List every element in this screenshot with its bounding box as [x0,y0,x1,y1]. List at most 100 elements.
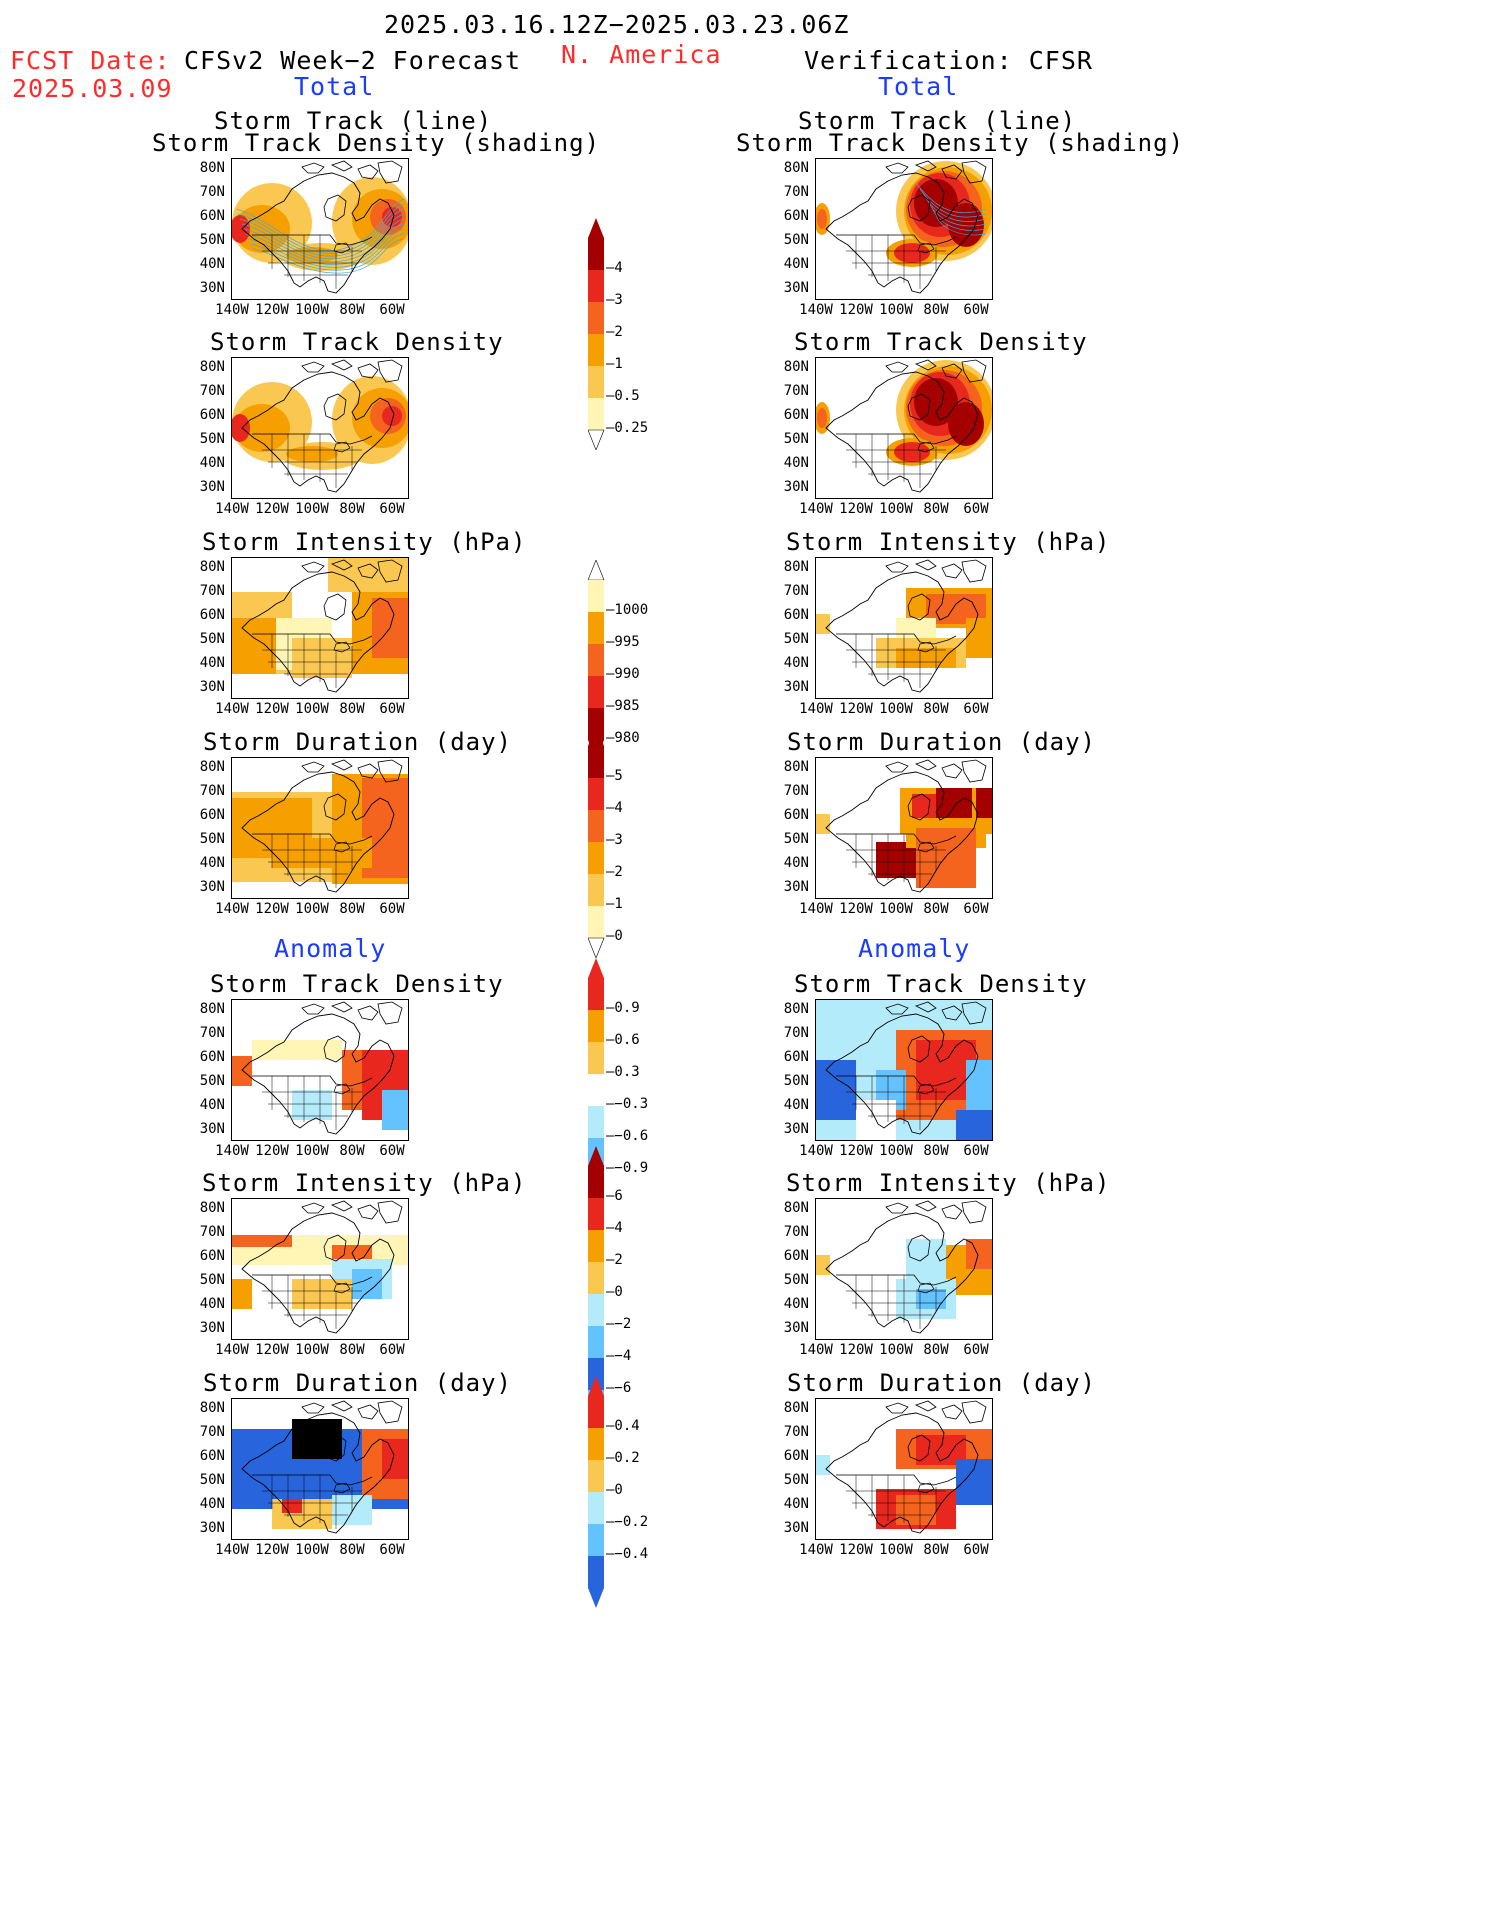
total-section-label-left: Total [294,72,375,101]
colorbar-tick-label: —1 [606,896,623,912]
colorbar-tick-label: —4 [606,260,623,276]
lat-tick-label: 70N [783,1424,809,1440]
lat-tick-label: 40N [199,855,225,871]
lat-tick-label: 70N [199,583,225,599]
panel-title-track-shade-right: Storm Track Density (shading) [736,129,1185,157]
forecast-column-title: CFSv2 Week−2 Forecast [184,46,522,75]
lat-tick-label: 40N [783,655,809,671]
lon-tick-label: 140W [215,901,249,917]
lon-tick-label: 120W [839,302,873,318]
lat-tick-label: 70N [783,1224,809,1240]
lat-tick-label: 80N [783,1400,809,1416]
lat-tick-label: 50N [199,1472,225,1488]
colorbar-tick-label: —2 [606,324,623,340]
lat-tick-label: 50N [783,831,809,847]
lon-tick-label: 100W [879,901,913,917]
colorbar-tick-label: —−0.9 [606,1160,649,1176]
map-duration-anomaly-cfsr [815,1398,993,1540]
lat-tick-label: 30N [783,679,809,695]
anomaly-section-label-right: Anomaly [858,934,971,963]
lat-tick-label: 80N [783,359,809,375]
forecast-period: 2025.03.16.12Z−2025.03.23.06Z [384,10,850,39]
lat-tick-label: 70N [199,1025,225,1041]
lon-tick-label: 140W [799,701,833,717]
lat-tick-label: 30N [783,1121,809,1137]
lat-tick-label: 50N [199,631,225,647]
lat-tick-label: 70N [783,783,809,799]
lat-tick-label: 70N [783,1025,809,1041]
lon-tick-label: 120W [839,1542,873,1558]
lat-tick-label: 60N [783,1248,809,1264]
lon-tick-label: 80W [923,1542,949,1558]
lon-tick-label: 100W [295,1342,329,1358]
lat-tick-label: 40N [199,455,225,471]
lat-tick-label: 80N [199,359,225,375]
colorbar-tick-label: —0.25 [606,420,649,436]
lat-tick-label: 60N [199,607,225,623]
lat-tick-label: 70N [199,383,225,399]
lon-tick-label: 60W [379,701,405,717]
lat-tick-label: 80N [199,160,225,176]
lon-tick-label: 80W [923,901,949,917]
colorbar-tick-label: —0.5 [606,388,640,404]
colorbar-tick-label: —0 [606,1284,623,1300]
lon-tick-label: 80W [339,901,365,917]
lat-tick-label: 80N [199,559,225,575]
lon-tick-label: 60W [379,501,405,517]
lat-tick-label: 70N [199,783,225,799]
lat-tick-label: 80N [783,1200,809,1216]
lon-tick-label: 60W [963,302,989,318]
map-intensity-anomaly-cfsr [815,1198,993,1340]
colorbar-tick-label: —2 [606,1252,623,1268]
lat-tick-label: 80N [783,160,809,176]
colorbar-tick-label: —0.9 [606,1000,640,1016]
lon-tick-label: 100W [295,1143,329,1159]
lat-tick-label: 50N [783,1272,809,1288]
lat-tick-label: 70N [199,1224,225,1240]
colorbar-intensity-total [588,560,605,760]
colorbar-tick-label: —5 [606,768,623,784]
colorbar-tick-label: —−2 [606,1316,632,1332]
panel-title-density-left: Storm Track Density [210,328,504,356]
lat-tick-label: 40N [199,256,225,272]
lat-tick-label: 30N [199,879,225,895]
lon-tick-label: 140W [799,1542,833,1558]
lat-tick-label: 60N [199,1049,225,1065]
lon-tick-label: 140W [799,1342,833,1358]
lat-tick-label: 30N [199,1320,225,1336]
colorbar-tick-label: —6 [606,1188,623,1204]
lat-tick-label: 30N [783,1520,809,1536]
lat-tick-label: 40N [783,1097,809,1113]
lat-tick-label: 70N [783,383,809,399]
lon-tick-label: 120W [839,1143,873,1159]
lon-tick-label: 60W [963,501,989,517]
lon-tick-label: 120W [839,1342,873,1358]
lat-tick-label: 50N [199,1272,225,1288]
lat-tick-label: 70N [783,583,809,599]
lon-tick-label: 60W [963,701,989,717]
colorbar-density-total [588,218,605,450]
colorbar-tick-label: —4 [606,800,623,816]
colorbar-tick-label: —0.2 [606,1450,640,1466]
lat-tick-label: 80N [783,559,809,575]
panel-title-intensity-anom-left: Storm Intensity (hPa) [202,1169,527,1197]
lat-tick-label: 80N [783,759,809,775]
lon-tick-label: 60W [963,1342,989,1358]
lon-tick-label: 120W [839,701,873,717]
lon-tick-label: 60W [379,901,405,917]
lon-tick-label: 140W [799,1143,833,1159]
lat-tick-label: 60N [199,1248,225,1264]
colorbar-tick-label: —0.3 [606,1064,640,1080]
panel-title-track-shade-left: Storm Track Density (shading) [152,129,601,157]
lon-tick-label: 100W [295,901,329,917]
lon-tick-label: 120W [255,501,289,517]
lat-tick-label: 50N [783,1073,809,1089]
colorbar-tick-label: —3 [606,292,623,308]
lon-tick-label: 120W [255,302,289,318]
panel-title-duration-anom-right: Storm Duration (day) [787,1369,1096,1397]
panel-title-track-line-right: Storm Track (line) [798,107,1077,135]
lat-tick-label: 50N [783,1472,809,1488]
colorbar-tick-label: —1000 [606,602,649,618]
colorbar-tick-label: —−0.6 [606,1128,649,1144]
lon-tick-label: 120W [255,1542,289,1558]
